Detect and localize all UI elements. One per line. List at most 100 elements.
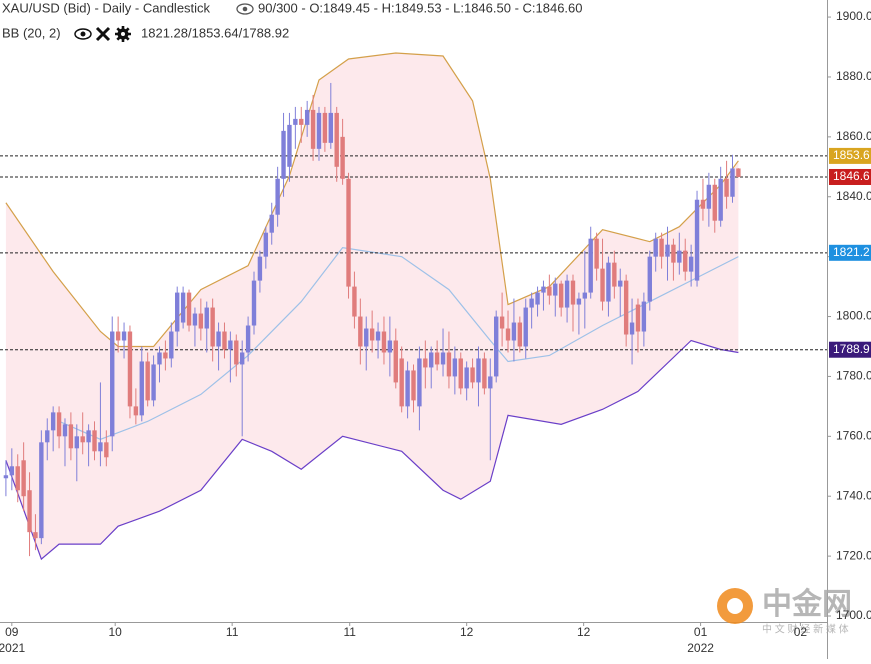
- candle-body: [387, 340, 393, 353]
- candle-body: [476, 358, 481, 383]
- candle-body: [375, 331, 381, 341]
- candle-body: [98, 442, 103, 452]
- candle-body: [647, 256, 652, 302]
- y-tick-label: 1760.0: [836, 429, 871, 443]
- watermark-logo: [727, 598, 743, 614]
- candle-body: [629, 322, 635, 335]
- candle-body: [275, 178, 280, 215]
- eye-icon[interactable]: [74, 28, 92, 40]
- candle-body: [139, 361, 144, 416]
- candle-body: [535, 292, 540, 305]
- candle-body: [612, 262, 617, 287]
- candle-body: [39, 442, 44, 539]
- candle-body: [417, 358, 422, 407]
- candle-body: [594, 238, 599, 269]
- watermark-subtext: 中 文 财 经 新 媒 体: [762, 623, 849, 636]
- candle-body: [564, 280, 570, 308]
- y-tick-label: 1720.0: [836, 548, 871, 562]
- candle-body: [257, 256, 263, 281]
- candle-body: [239, 352, 245, 365]
- candle-body: [163, 352, 168, 359]
- y-tick-label: 1900.0: [836, 9, 871, 23]
- candle-body: [322, 112, 328, 143]
- candle-body: [529, 298, 534, 308]
- candle-body: [606, 262, 611, 302]
- candle-body: [570, 280, 576, 305]
- price-tag: [829, 168, 871, 185]
- candle-body: [724, 178, 729, 197]
- indicator-values: 1821.28/1853.64/1788.92: [141, 25, 289, 40]
- candle-body: [641, 301, 647, 332]
- candle-body: [494, 316, 499, 377]
- candle-body: [600, 268, 605, 302]
- candle-body: [671, 244, 676, 263]
- candle-body: [653, 238, 658, 257]
- band-fill: [5, 53, 739, 560]
- candle-body: [659, 238, 664, 257]
- candle-body: [21, 460, 26, 497]
- y-tick-label: 1780.0: [836, 369, 871, 383]
- candle-body: [198, 313, 204, 329]
- x-year-label: 2021: [0, 641, 25, 655]
- candle-body: [352, 286, 357, 317]
- candle-body: [269, 214, 274, 233]
- candle-body: [718, 178, 723, 221]
- candle-body: [180, 292, 186, 323]
- candle-body: [618, 280, 623, 287]
- candle-body: [316, 112, 322, 149]
- candle-body: [511, 322, 517, 341]
- band-line: [5, 339, 739, 561]
- candle-body: [104, 442, 109, 458]
- candle-body: [204, 307, 209, 329]
- candle-body: [228, 340, 233, 350]
- candle-body: [588, 238, 593, 293]
- candle-body: [234, 340, 239, 365]
- candle-body: [553, 283, 558, 296]
- candle-body: [576, 298, 582, 305]
- candle-body: [547, 286, 552, 296]
- candle-body: [523, 307, 528, 347]
- candle-body: [730, 168, 735, 197]
- candle-body: [121, 331, 127, 341]
- chart-subtitle: 90/300 - O:1849.45 - H:1849.53 - L:1846.…: [258, 0, 583, 15]
- candle-body: [505, 328, 511, 341]
- candle-body: [358, 316, 363, 347]
- eye-icon[interactable]: [236, 3, 254, 15]
- x-tick-label: 11: [226, 625, 239, 639]
- candle-body: [464, 367, 469, 389]
- candle-body: [68, 424, 74, 449]
- candle-body: [423, 358, 428, 368]
- candle-body: [635, 304, 641, 332]
- candle-body: [287, 124, 292, 167]
- candle-body: [27, 490, 32, 533]
- y-tick-label: 1700.0: [836, 608, 871, 622]
- y-tick-label: 1800.0: [836, 309, 871, 323]
- candle-body: [222, 331, 227, 350]
- candle-body: [369, 328, 375, 341]
- candle-body: [405, 370, 410, 407]
- candle-body: [50, 412, 56, 431]
- candle-body: [582, 292, 588, 299]
- y-tick-label: 1840.0: [836, 189, 871, 203]
- candle-body: [346, 178, 351, 287]
- candle-body: [470, 367, 475, 383]
- candle-body: [381, 331, 387, 353]
- candle-body: [458, 358, 463, 389]
- candle-body: [364, 328, 369, 347]
- candle-body: [115, 331, 121, 341]
- remove-icon[interactable]: [95, 26, 111, 42]
- candle-body: [293, 118, 298, 125]
- candle-body: [80, 436, 85, 443]
- candle-body: [281, 130, 286, 179]
- candle-body: [399, 358, 404, 407]
- price-tag-label: 1846.6: [833, 169, 870, 183]
- candle-body: [86, 430, 91, 443]
- candle-body: [411, 370, 416, 401]
- y-tick-label: 1740.0: [836, 488, 871, 502]
- candle-body: [736, 168, 741, 177]
- candle-body: [299, 118, 304, 125]
- candle-body: [683, 250, 688, 272]
- candle-body: [499, 316, 505, 329]
- settings-icon[interactable]: [115, 26, 131, 42]
